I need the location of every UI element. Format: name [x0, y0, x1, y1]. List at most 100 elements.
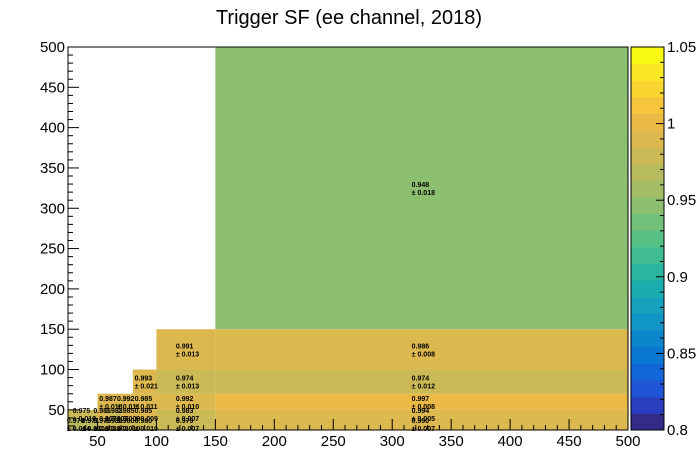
x-tick-label: 100 [144, 433, 169, 450]
x-tick-label: 400 [498, 433, 523, 450]
cell-error-label: ± 0.008 [412, 351, 435, 358]
cell-value-label: 0.983 [176, 408, 194, 415]
cell-error-label: ± 0.013 [176, 351, 199, 358]
axes: 50 100 150 200 250 300 350 400 450 500 50 100 150 200… [40, 39, 641, 450]
heatmap-cell [121, 409, 133, 418]
heatmap-cell [121, 393, 133, 410]
cell-value-label: 0.985 [135, 396, 153, 403]
palette-swatch [631, 396, 664, 414]
cell-value-label: 0.986 [412, 343, 430, 350]
heatmap-cell [215, 393, 629, 410]
palette-swatch [631, 380, 664, 398]
heatmap-cell [121, 417, 133, 430]
x-tick-label: 150 [203, 433, 228, 450]
plot-frame [67, 46, 629, 431]
cell-value-label: 0.980 [105, 418, 123, 425]
y-tick-label: 250 [40, 241, 65, 258]
palette-swatch [631, 113, 664, 131]
heatmap-cell [132, 417, 157, 430]
cell-value-label: 0.980 [117, 418, 135, 425]
cell-value-label: 0.971 [82, 418, 100, 425]
heatmap-cell [156, 369, 216, 394]
palette-tick-label: 0.9 [667, 269, 688, 286]
palette-tick-label: 0.95 [667, 192, 696, 209]
palette-swatch [631, 246, 664, 264]
y-tick-label: 150 [40, 321, 65, 338]
x-tick-label: 50 [89, 433, 106, 450]
cell-error-label: ± 0.008 [412, 404, 435, 411]
heatmap-cell [68, 409, 98, 418]
cell-error-label: ± 0.010 [117, 426, 140, 433]
heatmap-cells [68, 47, 629, 430]
heatmap-cell [68, 417, 86, 430]
cell-error-label: ± 0.010 [135, 426, 158, 433]
heatmap-cell [215, 329, 629, 370]
palette-swatch [631, 313, 664, 331]
palette-swatch [631, 80, 664, 98]
heatmap-cell [97, 393, 122, 410]
y-tick-label: 500 [40, 39, 65, 56]
cell-error-label: ± 0.008 [93, 426, 116, 433]
cell-value-label: 0.992 [117, 396, 135, 403]
cell-value-label: 0.993 [135, 376, 153, 383]
cell-value-label: 0.985 [135, 408, 153, 415]
cell-error-label: ± 0.011 [135, 404, 158, 411]
cell-error-label: ± 0.007 [176, 426, 199, 433]
cell-value-label: 0.987 [99, 396, 117, 403]
cell-error-label: ± 0.018 [412, 190, 435, 197]
cell-error-label: ± 0.009 [117, 416, 140, 423]
cell-error-label: ± 0.008 [105, 426, 128, 433]
heatmap-cell [156, 329, 216, 370]
cell-error-label: ± 0.014 [67, 426, 90, 433]
x-tick-label: 350 [439, 433, 464, 450]
palette-swatch [631, 413, 664, 431]
cell-value-label: 0.985 [117, 408, 135, 415]
x-tick-label: 300 [380, 433, 405, 450]
palette-swatch [631, 280, 664, 298]
cell-value-label: 0.990 [412, 418, 430, 425]
heatmap-cell [109, 417, 122, 430]
cell-error-label: ± 0.011 [117, 404, 140, 411]
palette-swatch [631, 130, 664, 148]
cell-value-label: 0.980 [135, 418, 153, 425]
palette-tick-label: 0.85 [667, 345, 696, 362]
cell-value-label: 0.983 [105, 408, 123, 415]
cell-error-label: ± 0.018 [99, 404, 122, 411]
heatmap-cell [156, 417, 216, 430]
heatmap-cell [156, 393, 216, 410]
palette-tick-label: 1 [667, 116, 675, 133]
cell-value-label: 0.970 [67, 418, 85, 425]
heatmap-cell [132, 393, 157, 410]
x-tick-label: 500 [615, 433, 640, 450]
y-tick-label: 350 [40, 160, 65, 177]
palette-tick-label: 1.05 [667, 39, 696, 56]
y-tick-label: 450 [40, 79, 65, 96]
heatmap-cell [215, 409, 629, 418]
heatmap-cell [215, 47, 629, 330]
heatmap-cell [132, 369, 157, 394]
y-tick-label: 200 [40, 281, 65, 298]
y-tick-label: 300 [40, 200, 65, 217]
heatmap-cell [85, 417, 98, 430]
chart-title: Trigger SF (ee channel, 2018) [216, 7, 482, 29]
palette-swatch [631, 213, 664, 231]
palette-swatch [631, 163, 664, 181]
cell-value-label: 0.992 [176, 396, 194, 403]
x-tick-label: 250 [321, 433, 346, 450]
cell-value-label: 0.974 [176, 376, 194, 383]
cell-error-label: ± 0.005 [412, 416, 435, 423]
palette-swatch [631, 146, 664, 165]
cell-error-label: ± 0.010 [176, 404, 199, 411]
cell-value-label: 0.985 [93, 408, 111, 415]
cell-value-label: 0.975 [73, 408, 91, 415]
palette-swatch [631, 296, 664, 314]
cell-error-label: ± 0.010 [73, 416, 96, 423]
heatmap-cell [109, 409, 122, 418]
cell-error-label: ± 0.007 [93, 416, 116, 423]
palette-swatch [631, 96, 664, 115]
cell-error-label: ± 0.009 [135, 416, 158, 423]
palette-swatch [631, 230, 664, 248]
cell-value-label: 0.974 [412, 376, 430, 383]
